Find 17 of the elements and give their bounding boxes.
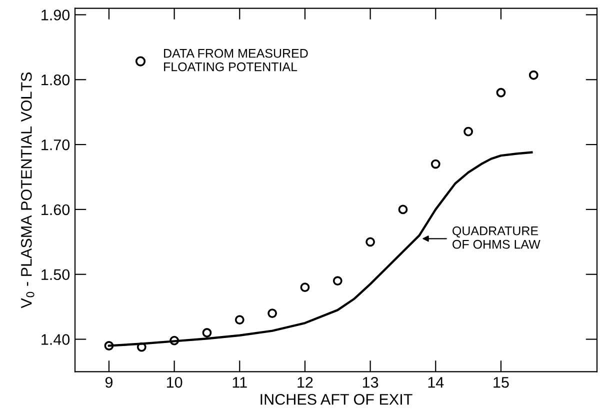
y-tick-label: 1.50	[42, 269, 70, 280]
x-tick-label: 12	[298, 376, 313, 388]
y-axis-title: V$_{0}$ - PLASMA POTENTIAL VOLTS	[20, 72, 34, 308]
y-tick-label: 1.40	[42, 334, 70, 345]
x-tick-label: 9	[105, 376, 112, 388]
x-tick-label: 10	[166, 376, 182, 388]
y-tick-label: 1.80	[42, 74, 70, 86]
x-tick-label: 13	[362, 376, 378, 388]
x-axis-title: INCHES AFT OF EXIT	[260, 394, 412, 405]
x-tick-label: 15	[494, 377, 509, 388]
annotation: QUADRATURE OF OHMS LAW	[452, 226, 540, 249]
y-tick-label: 1.60	[42, 204, 70, 216]
y-tick-label: 1.90	[42, 10, 70, 20]
x-tick-label: 14	[428, 377, 444, 388]
y-tick-label: 1.70	[42, 139, 70, 150]
legend-label: DATA FROM MEASURED FLOATING POTENTIAL	[164, 48, 308, 72]
x-tick-label: 11	[232, 377, 247, 388]
